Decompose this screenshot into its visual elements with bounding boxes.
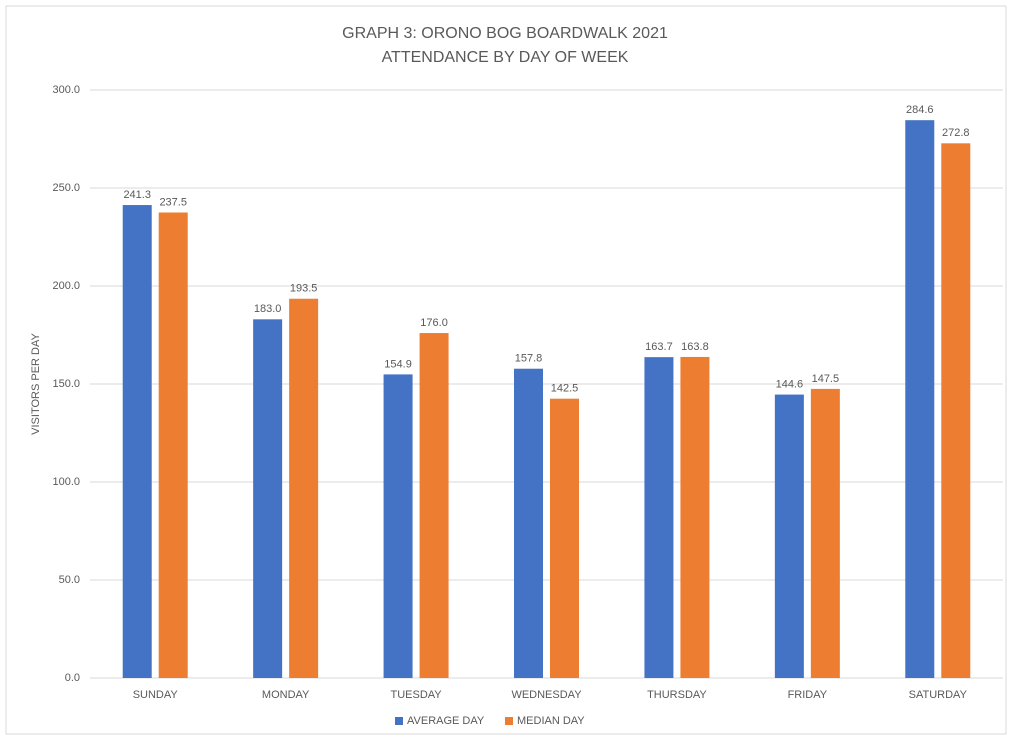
data-label: 284.6 (906, 104, 934, 116)
data-label: 144.6 (776, 378, 804, 390)
data-label: 241.3 (123, 189, 151, 201)
y-tick-label: 200.0 (52, 280, 80, 292)
y-tick-label: 100.0 (52, 476, 80, 488)
bar (941, 143, 971, 678)
y-tick-label: 250.0 (52, 182, 80, 194)
legend-label: AVERAGE DAY (407, 715, 485, 727)
data-label: 157.8 (515, 353, 543, 365)
legend-swatch (505, 717, 513, 725)
bar (644, 357, 674, 678)
x-tick-label: FRIDAY (788, 689, 828, 701)
bar (383, 374, 413, 678)
data-label: 183.0 (254, 303, 282, 315)
y-axis-label: VISITORS PER DAY (30, 333, 42, 435)
data-label: 163.8 (681, 341, 709, 353)
bar (253, 319, 283, 678)
data-label: 176.0 (420, 317, 448, 329)
x-tick-label: WEDNESDAY (511, 689, 582, 701)
legend-swatch (395, 717, 403, 725)
data-label: 163.7 (645, 341, 673, 353)
y-tick-label: 50.0 (59, 574, 80, 586)
x-tick-label: THURSDAY (647, 689, 707, 701)
bar (810, 388, 840, 678)
bar (905, 120, 935, 678)
bar (289, 298, 319, 678)
x-tick-label: MONDAY (262, 689, 310, 701)
chart-border (5, 5, 1007, 735)
y-tick-label: 150.0 (52, 378, 80, 390)
data-label: 142.5 (551, 383, 579, 395)
data-label: 272.8 (942, 127, 970, 139)
data-label: 147.5 (812, 373, 840, 385)
chart-subtitle: ATTENDANCE BY DAY OF WEEK (382, 49, 629, 66)
bar (550, 398, 579, 678)
y-tick-label: 0.0 (65, 672, 80, 684)
data-label: 237.5 (159, 196, 187, 208)
x-tick-label: SATURDAY (909, 689, 968, 701)
x-tick-label: TUESDAY (391, 689, 443, 701)
bar (419, 333, 449, 678)
legend-label: MEDIAN DAY (517, 715, 585, 727)
x-tick-label: SUNDAY (133, 689, 179, 701)
bar (774, 394, 804, 678)
bar (514, 368, 543, 678)
bar (680, 356, 710, 678)
bar (122, 205, 152, 678)
data-label: 193.5 (290, 283, 318, 295)
y-tick-label: 300.0 (52, 84, 80, 96)
data-label: 154.9 (384, 358, 412, 370)
bar (158, 212, 188, 678)
chart-title: GRAPH 3: ORONO BOG BOARDWALK 2021 (342, 25, 668, 42)
